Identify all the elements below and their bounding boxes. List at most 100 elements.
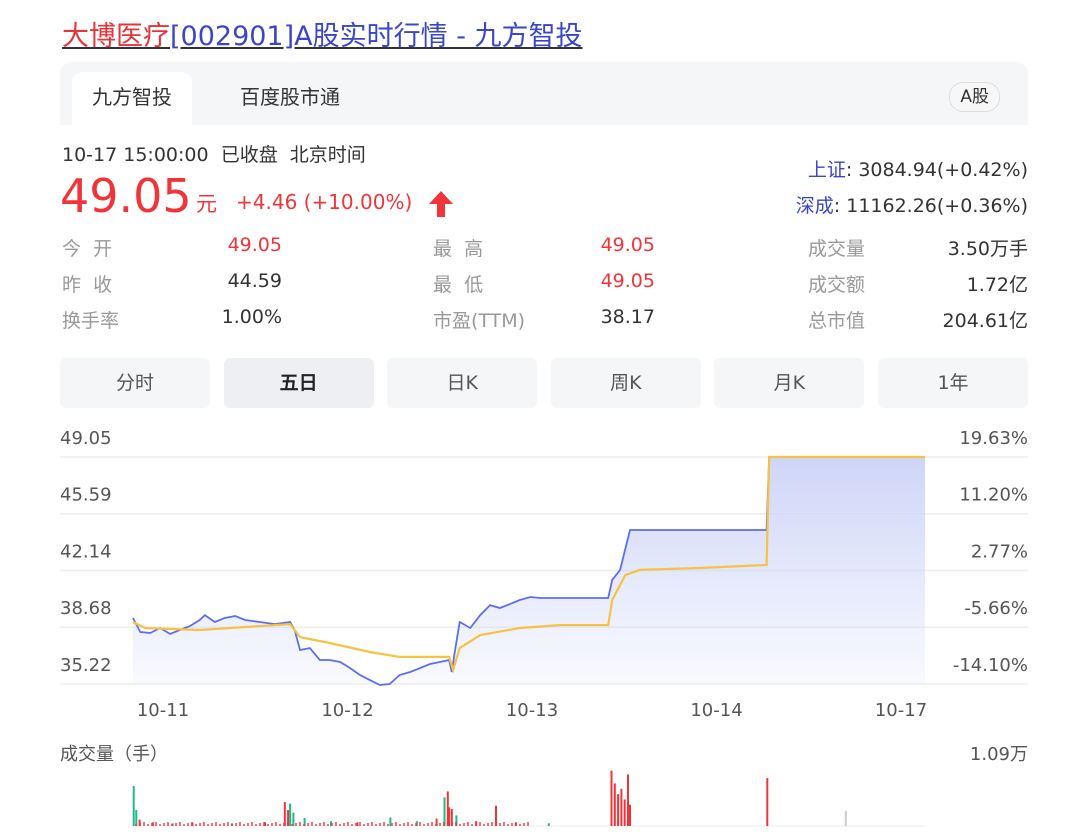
price-unit: 元 [196, 192, 217, 216]
index-name: 上证 [807, 159, 846, 181]
volume-bar [132, 786, 135, 826]
volume-bar [227, 822, 229, 826]
volume-bar [292, 812, 295, 826]
market-status: 已收盘 [220, 144, 278, 166]
period-tab[interactable]: 日K [387, 358, 538, 408]
y-tick-label: 35.22 [60, 655, 112, 676]
volume-bar [617, 794, 620, 826]
volume-bar [423, 824, 425, 826]
arrow-up-icon [429, 191, 453, 217]
volume-bar [207, 824, 209, 826]
stat-value: 49.05 [600, 270, 655, 292]
volume-bar [187, 823, 189, 826]
quote-datetime: 10-17 15:00:00 [62, 144, 209, 166]
price-change: +4.46 (+10.00%) [236, 190, 413, 214]
source-tab-bar: 九方智投 百度股市通 A股 [60, 62, 1028, 125]
stat-value: 38.17 [600, 306, 655, 328]
period-tab[interactable]: 五日 [223, 358, 374, 408]
volume-bar [183, 824, 185, 826]
y-tick-label: 42.14 [60, 541, 112, 562]
y-right-tick-label: -5.66% [964, 598, 1028, 619]
volume-bar [311, 822, 313, 826]
volume-bar [471, 824, 473, 826]
index-value: : 11162.26(+0.36%) [833, 195, 1028, 217]
volume-bar [463, 823, 465, 826]
volume-bar [219, 824, 221, 826]
stat-label: 成交额 [808, 274, 866, 296]
volume-bar [613, 783, 616, 826]
x-tick-label: 10-12 [321, 700, 373, 721]
volume-bar [515, 822, 517, 826]
stat-label: 最 低 [433, 274, 484, 296]
stat-label: 换手率 [62, 310, 120, 332]
volume-bar [235, 823, 237, 826]
volume-bar [487, 823, 489, 826]
stat-value: 44.59 [227, 270, 282, 292]
volume-bar [283, 823, 285, 826]
period-tab[interactable]: 1年 [878, 358, 1028, 408]
volume-bar [451, 823, 453, 826]
volume-bar [247, 823, 249, 826]
stat-label: 成交量 [808, 238, 866, 260]
volume-bar [331, 823, 333, 826]
volume-bar [547, 823, 550, 826]
volume-bar [279, 824, 281, 826]
volume-bar [243, 824, 245, 826]
volume-bar [511, 823, 513, 826]
volume-bar [167, 822, 169, 826]
index-shenzhen[interactable]: 深成: 11162.26(+0.36%) [796, 191, 1028, 218]
stat-label: 总市值 [808, 310, 866, 332]
volume-bar [138, 819, 141, 826]
volume-bar [347, 822, 349, 826]
tab-baidu-gushitong[interactable]: 百度股市通 [240, 85, 340, 109]
timezone: 北京时间 [289, 144, 366, 166]
volume-bar [223, 823, 225, 826]
tab-jiufang[interactable]: 九方智投 [72, 72, 192, 125]
volume-bar [495, 805, 497, 826]
index-shanghai[interactable]: 上证: 3084.94(+0.42%) [808, 155, 1028, 182]
volume-bar [356, 822, 359, 826]
volume-bar [175, 823, 177, 826]
index-value: : 3084.94(+0.42%) [845, 159, 1028, 181]
index-name: 深成 [795, 195, 834, 217]
volume-bar [419, 822, 421, 826]
volume-bar [389, 817, 392, 826]
volume-bar [610, 770, 613, 826]
y-right-tick-label: 11.20% [959, 485, 1028, 506]
volume-bar [191, 822, 193, 826]
volume-bar [199, 823, 201, 826]
volume-bar [263, 822, 265, 826]
stat-label: 昨 收 [62, 274, 113, 296]
y-tick-label: 49.05 [60, 428, 112, 449]
volume-bar [491, 822, 493, 826]
y-right-tick-label: 2.77% [971, 541, 1028, 562]
volume-bar [327, 824, 329, 826]
volume-bar [155, 822, 157, 826]
result-title-link[interactable]: 大博医疗[002901]A股实时行情 - 九方智投 [62, 14, 583, 53]
volume-bar [359, 822, 361, 826]
period-tab[interactable]: 分时 [60, 358, 210, 408]
volume-bar [151, 823, 153, 826]
period-tab[interactable]: 周K [550, 358, 701, 408]
volume-bar [231, 824, 233, 826]
volume-bar [403, 823, 405, 826]
volume-bar [435, 818, 438, 826]
volume-bar [143, 822, 145, 826]
average-price-line [132, 455, 925, 674]
volume-bar [475, 823, 477, 826]
volume-bar [387, 824, 389, 826]
volume-bar [431, 822, 433, 826]
volume-max-label: 1.09万 [970, 744, 1028, 765]
volume-bar [455, 815, 458, 826]
market-badge[interactable]: A股 [949, 82, 1000, 112]
volume-bar [443, 822, 445, 826]
y-tick-label: 38.68 [60, 598, 112, 619]
y-tick-label: 45.59 [60, 485, 112, 506]
stat-value: 3.50万手 [947, 238, 1028, 260]
stat-label: 今 开 [62, 238, 113, 260]
period-tab[interactable]: 月K [714, 358, 865, 408]
volume-bar [289, 803, 292, 826]
volume-bar [363, 824, 365, 826]
volume-bar [391, 823, 393, 826]
